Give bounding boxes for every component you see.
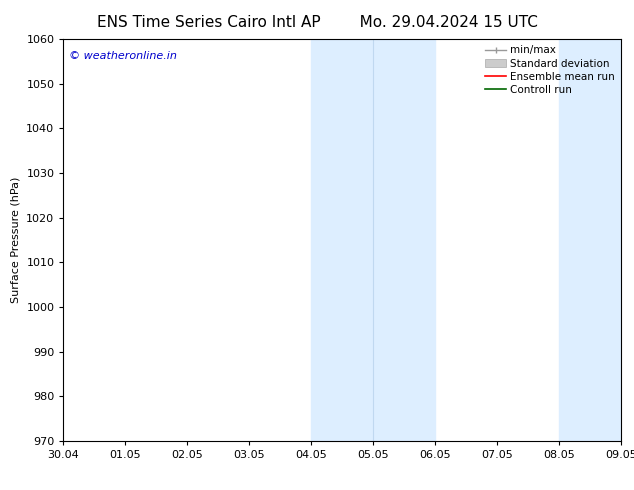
Text: © weatheronline.in: © weatheronline.in [69, 51, 177, 61]
Bar [311, 39, 373, 441]
Legend: min/max, Standard deviation, Ensemble mean run, Controll run: min/max, Standard deviation, Ensemble me… [482, 42, 618, 98]
Bar [373, 39, 436, 441]
Y-axis label: Surface Pressure (hPa): Surface Pressure (hPa) [11, 177, 21, 303]
Text: ENS Time Series Cairo Intl AP        Mo. 29.04.2024 15 UTC: ENS Time Series Cairo Intl AP Mo. 29.04.… [96, 15, 538, 30]
Bar [559, 39, 621, 441]
